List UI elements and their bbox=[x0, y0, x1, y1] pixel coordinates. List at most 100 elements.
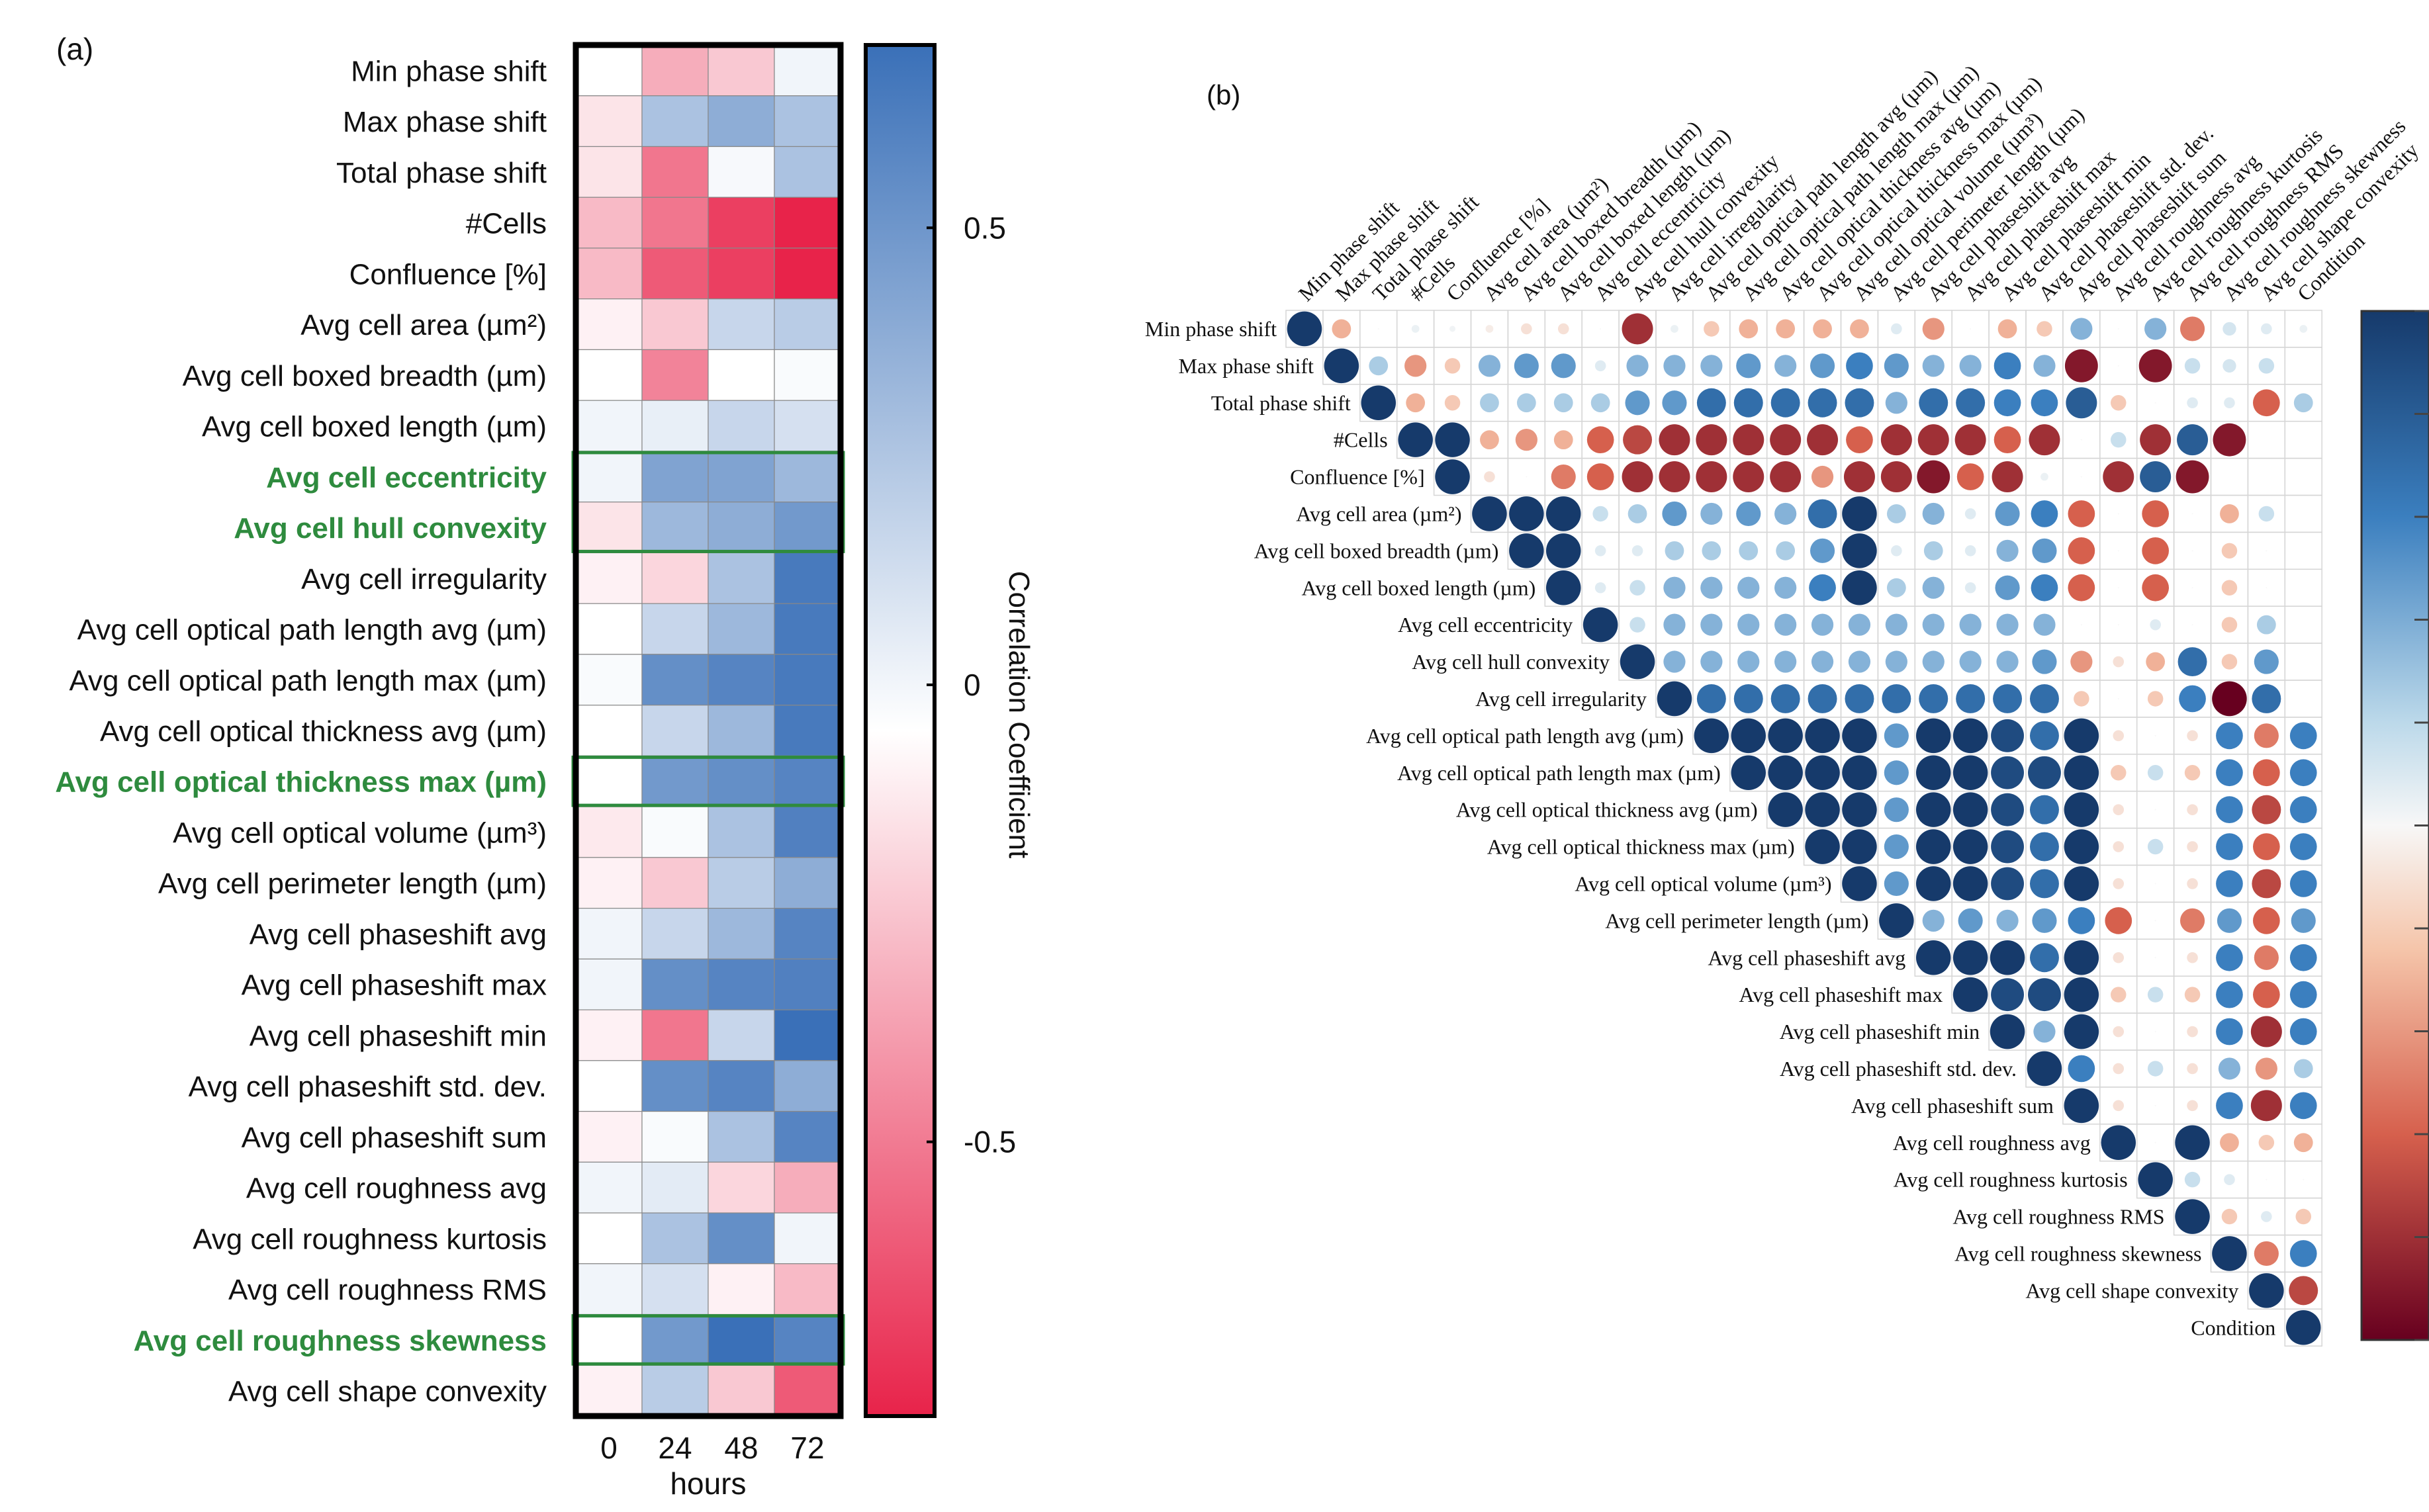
corr-circle bbox=[2216, 1092, 2243, 1120]
corr-circle bbox=[1956, 684, 1986, 713]
heatmap-cell bbox=[708, 400, 775, 452]
corr-circle bbox=[1444, 358, 1461, 374]
corr-circle bbox=[1842, 533, 1877, 568]
corr-circle bbox=[1808, 684, 1837, 713]
corr-circle bbox=[1952, 792, 1988, 827]
heatmap-cell bbox=[708, 705, 775, 756]
x-tick-label: 24 bbox=[658, 1431, 692, 1465]
corr-circle bbox=[1696, 461, 1727, 493]
corr-circle bbox=[1996, 909, 2019, 932]
corr-circle bbox=[2117, 624, 2119, 626]
corr-circle bbox=[1627, 504, 1647, 523]
heatmap-cell bbox=[708, 1110, 775, 1163]
corr-circle bbox=[2191, 587, 2193, 589]
corr-circle bbox=[2029, 795, 2059, 824]
heatmap-cell bbox=[575, 857, 643, 909]
corr-circle bbox=[1952, 718, 1988, 754]
corr-circle bbox=[1659, 461, 1690, 493]
corr-circle bbox=[1324, 348, 1359, 384]
corr-circle bbox=[1696, 388, 1726, 418]
corr-circle bbox=[2175, 1199, 2210, 1234]
heatmap-cell bbox=[708, 1313, 775, 1366]
heatmap-cell bbox=[774, 502, 841, 554]
heatmap-cell bbox=[641, 502, 709, 554]
corr-circle bbox=[1398, 422, 1433, 457]
heatmap-cell bbox=[575, 1212, 643, 1265]
corr-circle bbox=[2216, 1018, 2243, 1045]
heatmap-cell bbox=[774, 146, 841, 198]
heatmap-cell bbox=[641, 1161, 709, 1214]
corr-circle bbox=[2113, 1026, 2125, 1038]
corr-circle bbox=[1631, 545, 1643, 556]
corr-circle bbox=[1990, 1014, 2025, 1049]
corr-circle bbox=[1994, 352, 2021, 380]
heatmap-cell bbox=[641, 857, 709, 909]
corr-circle bbox=[2070, 318, 2093, 340]
corr-circle bbox=[2068, 537, 2095, 564]
corr-circle bbox=[2033, 613, 2056, 636]
corr-circle bbox=[2064, 349, 2098, 382]
heatmap-cell bbox=[575, 1161, 643, 1214]
corr-circle bbox=[2299, 325, 2308, 333]
x-axis-label: hours bbox=[670, 1466, 746, 1501]
corr-row-label: Total phase shift bbox=[1211, 391, 1351, 415]
corr-circle bbox=[1590, 393, 1610, 413]
corr-circle bbox=[2187, 952, 2198, 963]
corr-circle bbox=[1994, 389, 2021, 417]
corr-row-label: Avg cell roughness avg bbox=[1893, 1131, 2091, 1155]
corr-circle bbox=[2142, 537, 2170, 564]
corr-circle bbox=[1846, 352, 1873, 380]
row-label: Total phase shift bbox=[336, 157, 547, 189]
corr-circle bbox=[1884, 760, 1909, 785]
row-label: Avg cell roughness kurtosis bbox=[193, 1223, 547, 1255]
corr-row-label: Max phase shift bbox=[1178, 354, 1314, 378]
corr-circle bbox=[2187, 730, 2198, 742]
corr-circle bbox=[2113, 1063, 2125, 1075]
corr-circle bbox=[2154, 957, 2156, 959]
corr-circle bbox=[1671, 325, 1678, 333]
corr-circle bbox=[1884, 871, 1909, 897]
row-label: Avg cell phaseshift min bbox=[250, 1020, 547, 1052]
corr-circle bbox=[2154, 402, 2156, 404]
heatmap-cell bbox=[641, 400, 709, 452]
corr-circle bbox=[2266, 1178, 2268, 1180]
corr-circle bbox=[1891, 545, 1902, 556]
heatmap-cell bbox=[774, 603, 841, 655]
corr-circle bbox=[2223, 322, 2236, 336]
corr-circle bbox=[2175, 1125, 2210, 1161]
heatmap-cells bbox=[575, 44, 841, 1417]
corr-circle bbox=[1736, 501, 1761, 527]
heatmap-cell bbox=[641, 1212, 709, 1265]
row-label: Avg cell boxed breadth (µm) bbox=[183, 360, 547, 392]
corr-circle bbox=[1996, 539, 2019, 562]
row-label: Avg cell irregularity bbox=[301, 563, 547, 596]
corr-circle bbox=[2080, 439, 2082, 441]
corr-circle bbox=[2289, 722, 2317, 750]
corr-circle bbox=[1879, 903, 1914, 938]
corr-circle bbox=[1991, 793, 2024, 826]
heatmap-cell bbox=[774, 247, 841, 300]
heatmap-cell bbox=[575, 603, 643, 655]
corr-circle bbox=[2147, 765, 2164, 781]
corr-row-label: Avg cell phaseshift sum bbox=[1851, 1094, 2054, 1118]
heatmap-frame bbox=[573, 42, 844, 1419]
corr-circle bbox=[1811, 650, 1834, 673]
corr-circle bbox=[1733, 461, 1764, 493]
corr-circle bbox=[2216, 944, 2243, 971]
corr-circle bbox=[1884, 353, 1909, 378]
corr-circle bbox=[1737, 650, 1760, 673]
corr-circle bbox=[1922, 502, 1945, 525]
corr-circle bbox=[1480, 393, 1499, 413]
corr-circle bbox=[1582, 607, 1618, 643]
heatmap-cell bbox=[575, 502, 643, 554]
corr-circle bbox=[2064, 829, 2099, 864]
corr-circle bbox=[1361, 385, 1397, 421]
corr-circle bbox=[2252, 869, 2281, 899]
corr-circle bbox=[1768, 755, 1803, 791]
corr-circle bbox=[1526, 476, 1528, 478]
heatmap-cell bbox=[708, 349, 775, 401]
corr-circle bbox=[2140, 461, 2172, 493]
corr-circle bbox=[2031, 500, 2058, 527]
corr-circle bbox=[2147, 987, 2164, 1002]
corr-row-label: Avg cell phaseshift max bbox=[1739, 983, 1943, 1006]
